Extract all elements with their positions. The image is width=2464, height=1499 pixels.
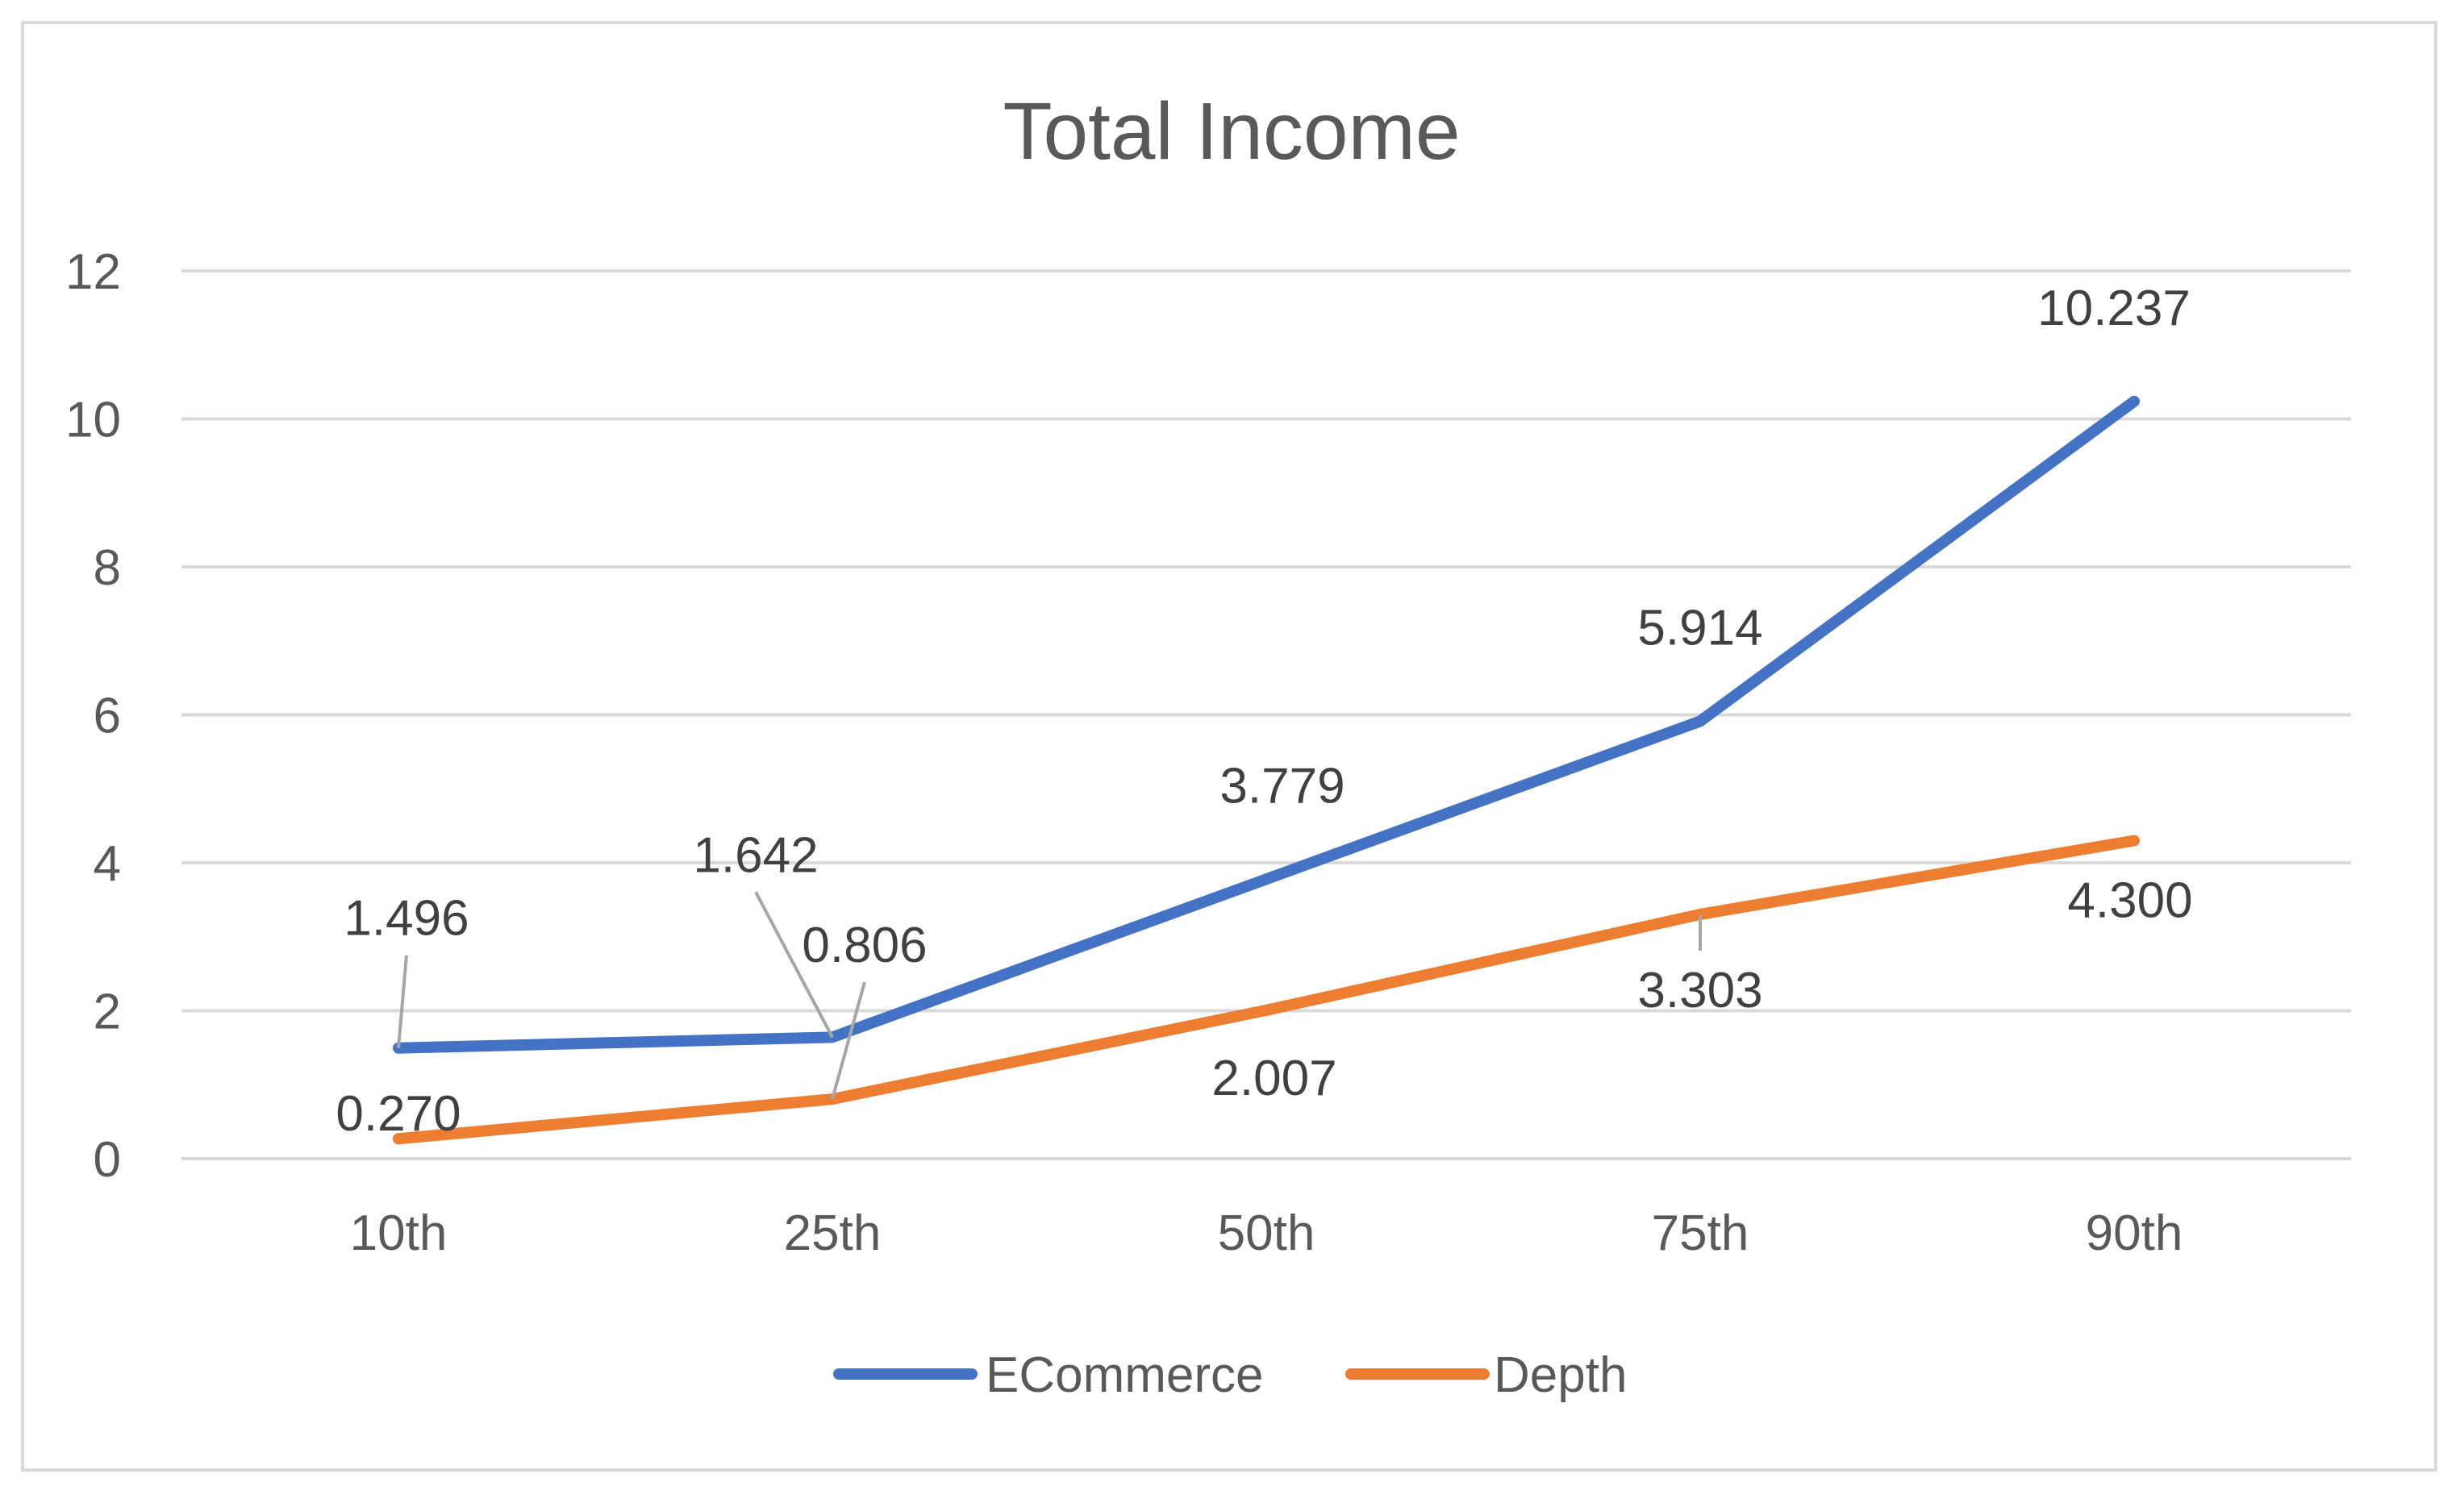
leader-line: [397, 955, 408, 1048]
y-tick-label: 2: [94, 985, 121, 1040]
data-label-depth: 2.007: [1211, 1051, 1336, 1106]
x-tick-label: 25th: [784, 1205, 882, 1261]
gridlines: [181, 269, 2351, 1160]
x-tick-label: 10th: [350, 1205, 448, 1261]
y-tick-label: 6: [94, 689, 121, 744]
x-tick-label: 50th: [1218, 1205, 1315, 1261]
data-label-ecommerce: 10.237: [2037, 281, 2191, 336]
x-tick-label: 75th: [1652, 1205, 1749, 1261]
chart-area: [21, 21, 2437, 1472]
label-leader-lines: [397, 891, 1702, 1100]
y-tick-label: 4: [94, 836, 121, 892]
data-label-depth: 4.300: [2067, 872, 2192, 928]
legend-label-depth: Depth: [1494, 1347, 1627, 1403]
data-label-ecommerce: 1.496: [344, 891, 469, 947]
chart-title: Total Income: [1003, 86, 1461, 177]
y-tick-label: 12: [65, 244, 121, 300]
data-label-ecommerce: 3.779: [1219, 758, 1345, 814]
x-tick-label: 90th: [2086, 1205, 2183, 1261]
series-line-depth: [393, 835, 2140, 1145]
data-label-ecommerce: 1.642: [693, 827, 818, 883]
data-label-depth: 0.806: [802, 918, 927, 973]
y-axis-ticks: 0 2 4 6 8 10 12: [65, 244, 121, 1188]
y-tick-label: 0: [94, 1132, 121, 1188]
data-label-ecommerce: 5.914: [1637, 600, 1762, 656]
data-label-depth: 3.303: [1637, 963, 1762, 1018]
data-labels: 1.496 1.642 3.779 5.914 10.237 0.270 0.806 2.00…: [336, 281, 2192, 1142]
series-lines: [393, 395, 2140, 1145]
legend-label-ecommerce: ECommerce: [986, 1347, 1264, 1403]
y-tick-label: 10: [65, 393, 121, 448]
leader-line: [831, 981, 866, 1100]
legend: ECommerce Depth: [833, 1347, 1627, 1403]
leader-line: [754, 891, 834, 1039]
data-label-depth: 0.270: [336, 1086, 461, 1142]
y-tick-label: 8: [94, 540, 121, 596]
x-axis-ticks: 10th 25th 50th 75th 90th: [350, 1205, 2183, 1261]
series-line-ecommerce: [393, 395, 2140, 1054]
